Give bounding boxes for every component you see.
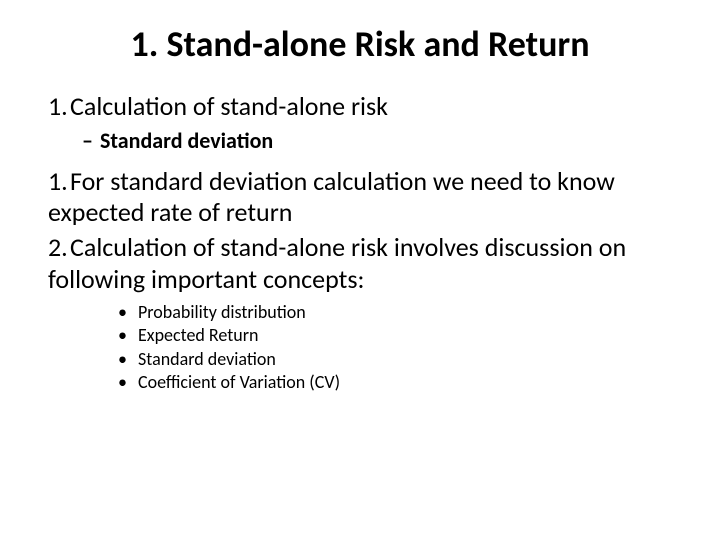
list-item-1: 1.Calculation of stand-alone risk [48,91,672,122]
bullet-item: •Probability distribution [118,301,672,324]
bullet-dot-icon: • [118,301,138,324]
bullet-item: •Standard deviation [118,348,672,371]
item1-text: Calculation of stand-alone risk [70,90,388,122]
slide-title: 1. Stand-alone Risk and Return [48,24,672,65]
bullet-text-1: Expected Return [138,324,258,346]
item2-number: 1. [48,166,70,197]
bullet-dot-icon: • [118,348,138,371]
item3-text: Calculation of stand-alone risk involves… [48,231,626,294]
bullet-item: •Expected Return [118,324,672,347]
bullet-dot-icon: • [118,324,138,347]
bullet-dot-icon: • [118,371,138,394]
sub-item-1: –Standard deviation [82,127,672,155]
slide: 1. Stand-alone Risk and Return 1.Calcula… [0,0,720,540]
bullet-text-0: Probability distribution [138,301,306,323]
bullet-text-2: Standard deviation [138,348,276,370]
item3-number: 2. [48,232,70,263]
list-item-2: 1.For standard deviation calculation we … [48,166,672,228]
item2-text: For standard deviation calculation we ne… [48,165,615,228]
list-item-3: 2.Calculation of stand-alone risk involv… [48,232,672,294]
bullet-list: •Probability distribution •Expected Retu… [118,301,672,395]
item1-number: 1. [48,91,70,122]
bullet-text-3: Coefficient of Variation (CV) [138,371,340,393]
bullet-item: •Coefficient of Variation (CV) [118,371,672,394]
sub1-text: Standard deviation [100,127,273,154]
sub1-dash: – [82,127,100,155]
